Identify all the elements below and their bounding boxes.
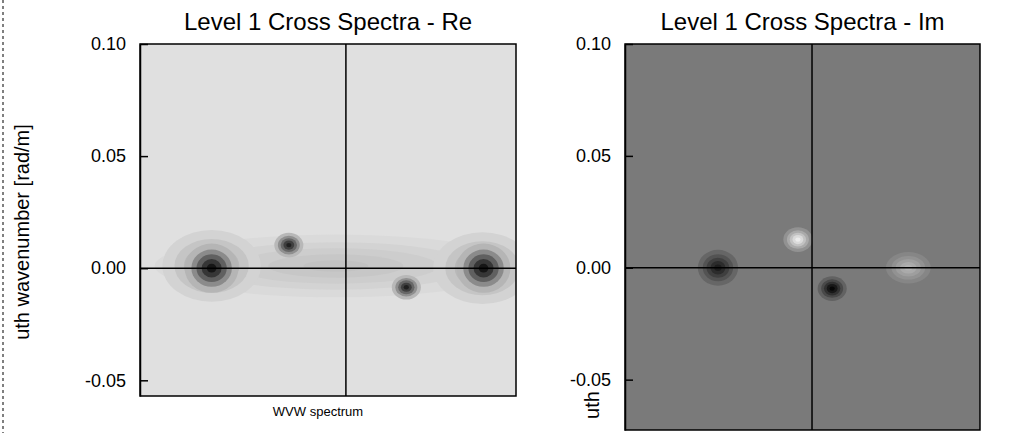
tick: 0.00 <box>91 258 148 278</box>
tick-label: 0.10 <box>576 34 611 54</box>
frame <box>625 44 980 430</box>
peak-level <box>283 241 294 250</box>
tick-label: 0.05 <box>91 146 126 166</box>
plot-area <box>140 44 516 396</box>
peak-level <box>783 227 812 252</box>
tick-mark <box>625 156 633 158</box>
page-edge <box>3 0 4 433</box>
zero-line-x <box>811 44 813 430</box>
peak-level <box>818 276 847 301</box>
axis-line <box>140 45 142 397</box>
tick-mark <box>625 44 633 46</box>
peak <box>818 276 847 301</box>
background <box>140 44 516 396</box>
peak <box>274 233 303 258</box>
tick-label: -0.05 <box>85 371 126 391</box>
tick-mark <box>625 379 633 381</box>
tick-label: 0.05 <box>576 146 611 166</box>
tick-mark <box>625 268 633 270</box>
tick: 0.10 <box>91 34 148 54</box>
tick-label: 0.10 <box>91 34 126 54</box>
peak <box>162 230 260 302</box>
peak-level <box>274 233 303 258</box>
peak-level <box>795 237 800 241</box>
peak-level <box>787 230 809 249</box>
background <box>625 44 980 430</box>
tick: -0.05 <box>85 371 148 391</box>
zero-line-x <box>345 44 347 396</box>
tick-label: -0.05 <box>570 370 611 390</box>
peak-level <box>792 235 803 244</box>
peak-level <box>821 279 843 298</box>
tick-mark <box>140 380 148 382</box>
tick: 0.05 <box>576 146 633 166</box>
tick-mark <box>140 268 148 270</box>
tick: 0.00 <box>576 258 633 278</box>
axis-line <box>625 45 627 431</box>
panel: 0.10 0.05 0.00 -0.05 Level 1 Cross Spectra -… <box>11 8 531 397</box>
peak-level <box>404 285 409 289</box>
peak-level <box>286 243 291 247</box>
peak-level <box>827 284 838 293</box>
peak-level <box>303 260 368 271</box>
tick: -0.05 <box>570 370 633 390</box>
y-axis: 0.10 0.05 0.00 -0.05 <box>85 34 148 396</box>
tick-label: 0.00 <box>576 258 611 278</box>
title: Level 1 Cross Spectra - Re <box>184 8 472 35</box>
peak-level <box>401 283 412 292</box>
tick-mark <box>140 156 148 158</box>
title: Level 1 Cross Spectra - Im <box>660 8 944 35</box>
tick: 0.05 <box>91 146 148 166</box>
figure: 0.10 0.05 0.00 -0.05 Level 1 Cross Spectra -… <box>0 0 1021 433</box>
y-axis: 0.10 0.05 0.00 -0.05 <box>570 34 633 430</box>
y-axis-title: uth <box>581 391 603 419</box>
annotation: WVW spectrum <box>273 404 363 419</box>
peak-level <box>162 230 260 302</box>
plot-area <box>625 44 980 430</box>
frame <box>140 44 516 396</box>
peak-level <box>790 233 806 247</box>
peak-level <box>830 286 835 290</box>
peak-level <box>392 275 421 300</box>
tick-mark <box>140 44 148 46</box>
panel: 0.10 0.05 0.00 -0.05 Level 1 Cross Spectra -… <box>570 8 980 431</box>
zero-line-y <box>140 267 516 269</box>
peak-level <box>395 278 417 297</box>
zero-line-y <box>625 267 980 269</box>
tick-label: 0.00 <box>91 258 126 278</box>
peak-level <box>174 239 248 293</box>
peak-level <box>278 236 300 255</box>
peak-level <box>281 238 297 252</box>
peak <box>392 275 421 300</box>
peak-level <box>824 282 840 296</box>
tick: 0.10 <box>576 34 633 54</box>
peak <box>783 227 812 252</box>
peak-level <box>398 280 414 294</box>
peak-level <box>268 254 403 277</box>
y-axis-title: uth wavenumber [rad/m] <box>11 124 33 340</box>
